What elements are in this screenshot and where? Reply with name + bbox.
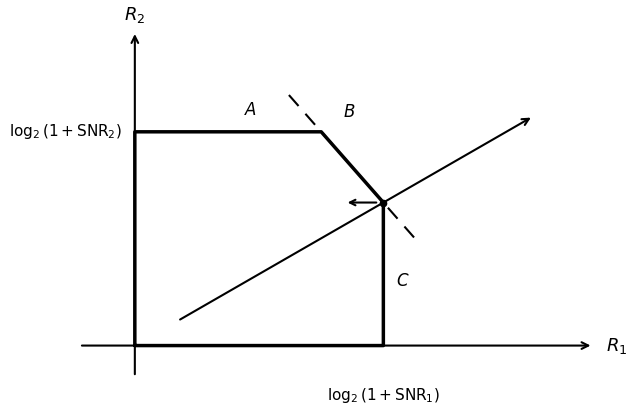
Text: $\log_2(1 + \mathsf{SNR}_1)$: $\log_2(1 + \mathsf{SNR}_1)$ [327,386,440,406]
Text: $\log_2(1 + \mathsf{SNR}_2)$: $\log_2(1 + \mathsf{SNR}_2)$ [9,122,122,141]
Text: $A$: $A$ [244,102,257,119]
Text: $B$: $B$ [343,104,355,121]
Text: $R_1$: $R_1$ [606,335,627,355]
Text: $C$: $C$ [396,273,410,290]
Text: $R_2$: $R_2$ [124,5,146,25]
